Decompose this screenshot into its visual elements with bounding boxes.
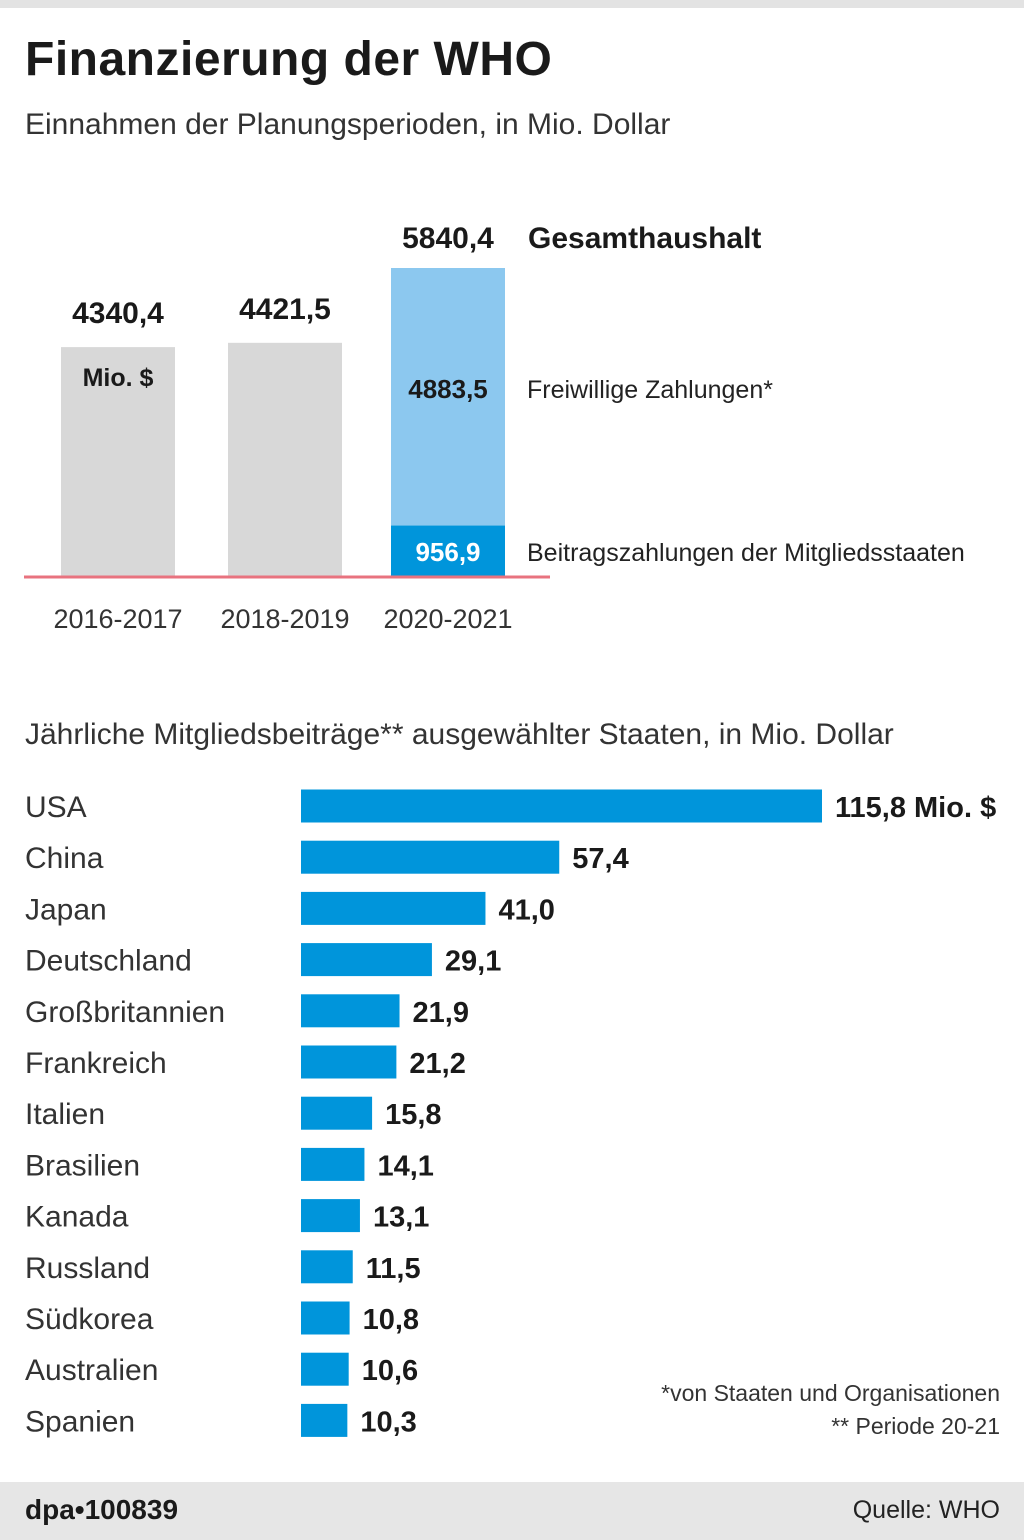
row-label-0: USA <box>25 791 87 824</box>
bar-10 <box>301 1301 350 1335</box>
source-label: Quelle: WHO <box>852 1496 1000 1524</box>
bar-8 <box>301 1199 360 1233</box>
segment-name-0: Beitragszahlungen der Mitgliedsstaaten <box>527 539 965 567</box>
agency-label: dpa•100839 <box>25 1494 179 1525</box>
contributions-chart-title: Jährliche Mitgliedsbeiträge** ausgewählt… <box>25 718 894 751</box>
row-label-1: China <box>25 842 104 875</box>
top-bar <box>0 0 1024 8</box>
row-label-8: Kanada <box>25 1201 129 1234</box>
value-label-8: 13,1 <box>373 1202 429 1234</box>
bar-2018-2019 <box>228 342 342 576</box>
bar-0 <box>301 789 822 823</box>
row-label-9: Russland <box>25 1252 150 1285</box>
total-label: Gesamthaushalt <box>528 222 761 255</box>
value-label-5: 21,2 <box>409 1048 465 1080</box>
bar-6 <box>301 1096 373 1130</box>
budget-bar-chart: 4340,4 2016-2017 4421,5 2018-2019 956,9 Beitr… <box>24 222 965 634</box>
segment-name-1: Freiwillige Zahlungen* <box>527 376 773 404</box>
bar-2 <box>301 891 486 925</box>
row-label-12: Spanien <box>25 1405 135 1438</box>
unit-label: Mio. $ <box>83 364 154 392</box>
row-label-11: Australien <box>25 1354 158 1387</box>
row-label-5: Frankreich <box>25 1047 167 1080</box>
value-label-10: 10,8 <box>363 1304 419 1336</box>
value-label-9: 11,5 <box>366 1253 421 1285</box>
segment-1 <box>391 268 505 526</box>
value-label-2: 41,0 <box>498 894 554 926</box>
row-label-7: Brasilien <box>25 1149 140 1182</box>
bar-9 <box>301 1250 353 1284</box>
value-label-1: 57,4 <box>572 843 628 875</box>
segment-value-1: 4883,5 <box>408 374 488 404</box>
chart-subtitle: Einnahmen der Planungsperioden, in Mio. … <box>25 108 671 141</box>
bar-7 <box>301 1147 365 1181</box>
row-label-6: Italien <box>25 1098 105 1131</box>
bar-2016-2017 <box>61 347 175 576</box>
category-label-2016-2017: 2016-2017 <box>53 604 182 634</box>
value-label-7: 14,1 <box>377 1150 433 1182</box>
bar-11 <box>301 1352 349 1386</box>
contributions-bar-chart: USA 115,8 Mio. $ China 57,4 Japan 41,0 Deutsch… <box>25 789 996 1438</box>
segment-0 <box>391 525 505 576</box>
bar-3 <box>301 943 432 977</box>
value-label-11: 10,6 <box>362 1355 418 1387</box>
row-label-3: Deutschland <box>25 945 192 978</box>
bar-1 <box>301 840 560 874</box>
bar-12 <box>301 1403 348 1437</box>
bar-5 <box>301 1045 397 1079</box>
bar-4 <box>301 994 400 1028</box>
segment-value-0: 956,9 <box>415 537 480 567</box>
value-label-2018-2019: 4421,5 <box>239 293 331 326</box>
value-label-4: 21,9 <box>413 997 469 1029</box>
value-label-2020-2021: 5840,4 <box>402 222 494 255</box>
value-label-6: 15,8 <box>385 1099 441 1131</box>
value-label-3: 29,1 <box>445 946 501 978</box>
footnote-2: ** Periode 20-21 <box>831 1413 1000 1439</box>
value-label-0: 115,8 Mio. $ <box>835 792 996 824</box>
chart-title: Finanzierung der WHO <box>25 33 553 86</box>
category-label-2018-2019: 2018-2019 <box>220 604 349 634</box>
row-label-2: Japan <box>25 893 107 926</box>
footer: dpa•100839 Quelle: WHO <box>0 1482 1024 1540</box>
category-label-2020-2021: 2020-2021 <box>383 604 512 634</box>
footnote-1: *von Staaten und Organisationen <box>661 1380 1000 1406</box>
value-label-2016-2017: 4340,4 <box>72 297 164 330</box>
value-label-12: 10,3 <box>360 1406 416 1438</box>
row-label-4: Großbritannien <box>25 996 225 1029</box>
row-label-10: Südkorea <box>25 1303 154 1336</box>
